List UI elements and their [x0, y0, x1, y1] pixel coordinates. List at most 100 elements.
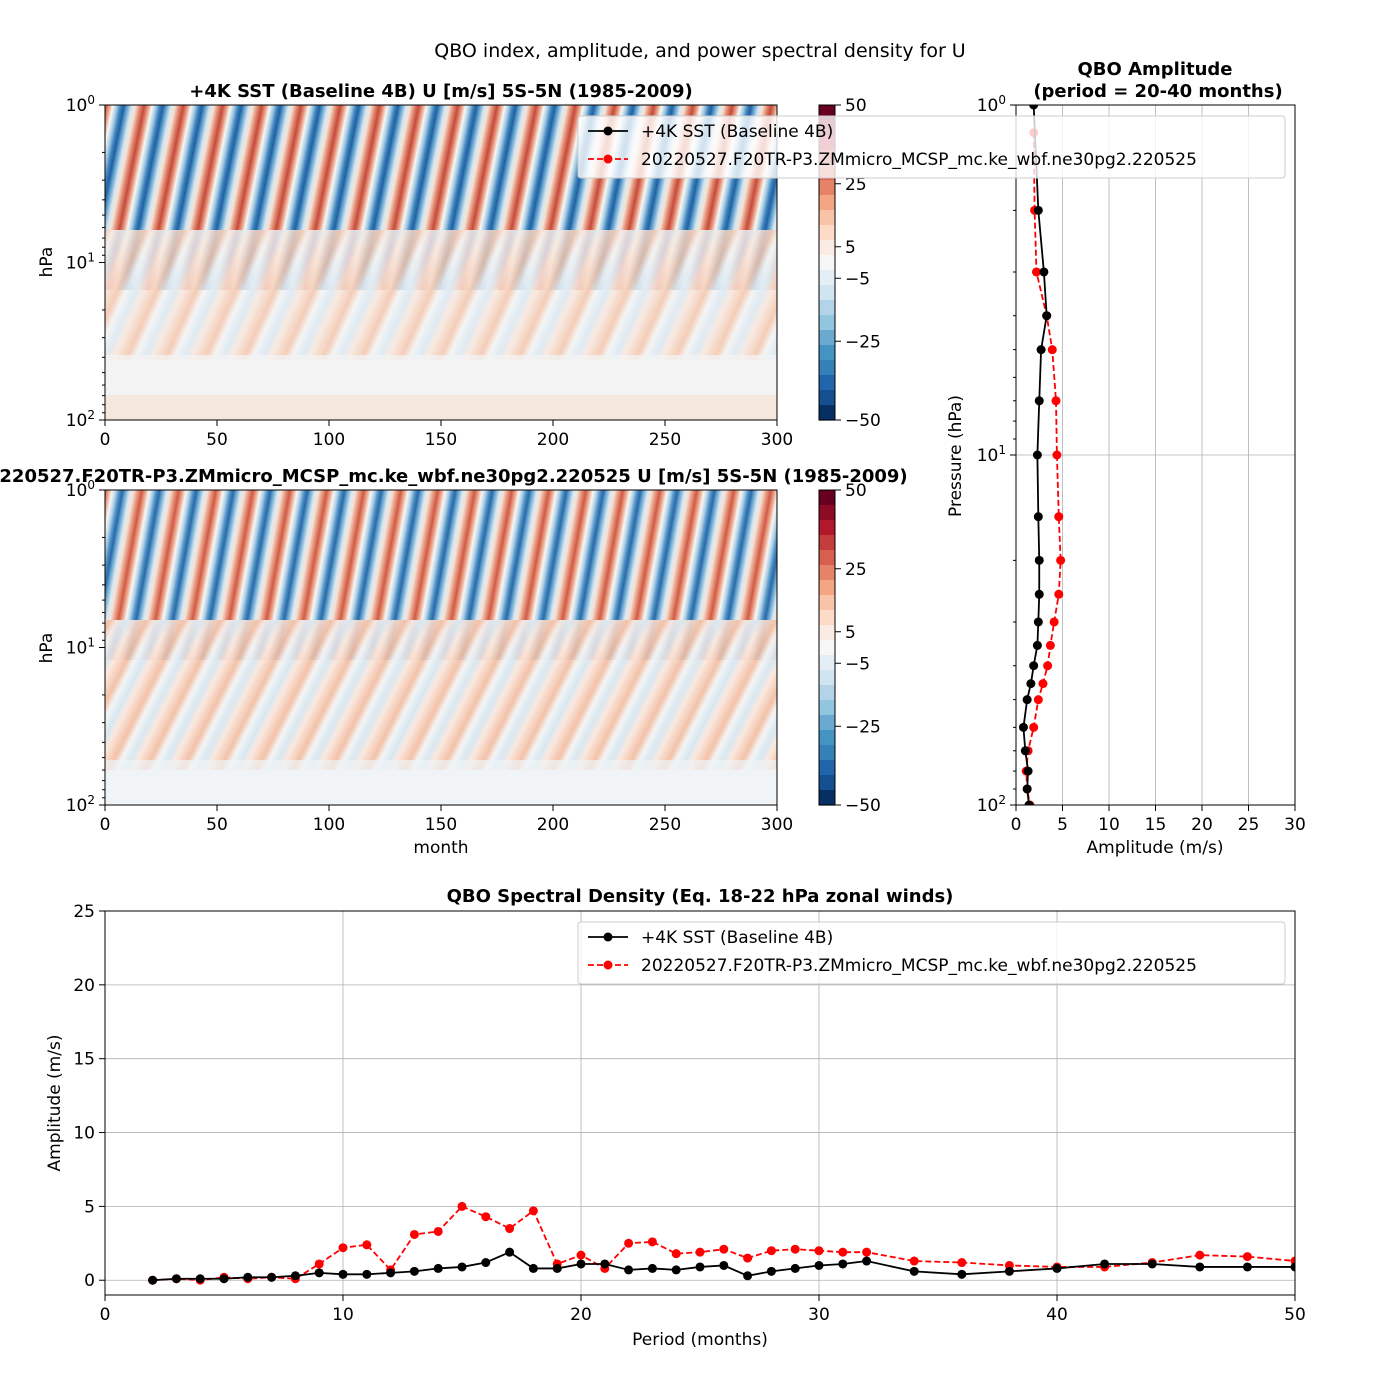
contour-test-mid-stripes — [105, 230, 777, 360]
contour-panel-ref: 20220527.F20TR-P3.ZMmicro_MCSP_mc.ke_wbf… — [0, 466, 908, 858]
colorbar-ref-level-10 — [819, 640, 835, 656]
spectral-legend: +4K SST (Baseline 4B) 20220527.F20TR-P3.… — [577, 921, 1286, 985]
amplitude-xtick-label-4: 20 — [1191, 815, 1213, 835]
spectral-series-0-point-15 — [505, 1247, 515, 1257]
top-legend-label-test: +4K SST (Baseline 4B) — [641, 122, 833, 142]
colorbar-test-level-15 — [819, 330, 835, 346]
spectral-series-0-point-9 — [362, 1269, 372, 1279]
spectral-series-0-point-1 — [171, 1274, 181, 1284]
spectral-legend-label-test: +4K SST (Baseline 4B) — [641, 928, 833, 948]
spectral-ytick-label-5: 25 — [73, 902, 95, 922]
colorbar-ref-level-3 — [819, 535, 835, 551]
spectral-xtick-label-0: 0 — [100, 1305, 111, 1325]
contour-ref-xtick-label-4: 200 — [537, 815, 569, 835]
spectral-series-1-point-38 — [1242, 1252, 1252, 1262]
colorbar-test-level-12 — [819, 285, 835, 301]
spectral-ytick-label-4: 20 — [73, 976, 95, 996]
colorbar-test-level-8 — [819, 225, 835, 241]
amplitude-series-1-point-15 — [1029, 722, 1039, 732]
colorbar-test-tick-label-4: −25 — [845, 332, 881, 352]
amplitude-ytick-label-0: 100 — [977, 93, 1006, 116]
contour-ref-xtick-label-0: 0 — [100, 815, 111, 835]
spectral-ytick-label-0: 0 — [84, 1271, 95, 1291]
contour-ref-ylabel: hPa — [37, 633, 57, 664]
colorbar-test-level-17 — [819, 360, 835, 376]
figure-suptitle: QBO index, amplitude, and power spectral… — [434, 40, 965, 62]
contour-test-xtick-label-2: 100 — [313, 430, 345, 450]
amplitude-series-1-point-2 — [1031, 267, 1041, 277]
spectral-series-0-point-17 — [552, 1263, 562, 1273]
colorbar-ref-frame — [818, 489, 836, 806]
spectral-series-0-point-29 — [838, 1259, 848, 1269]
spectral-ytick-label-3: 15 — [73, 1050, 95, 1070]
amplitude-series-1-point-4 — [1047, 345, 1057, 355]
amplitude-title-line1: QBO Amplitude — [1077, 59, 1232, 80]
colorbar-ref-level-18 — [819, 760, 835, 776]
colorbar-ref-level-8 — [819, 610, 835, 626]
colorbar-test-tick-label-5: −50 — [845, 411, 881, 431]
amplitude-xtick-label-6: 30 — [1284, 815, 1306, 835]
colorbar-ref-level-20 — [819, 790, 835, 806]
amplitude-series-0-point-2 — [1039, 267, 1049, 277]
colorbar-ref-tick-label-4: −25 — [845, 717, 881, 737]
spectral-series-0-point-16 — [528, 1263, 538, 1273]
contour-ref-xlabel: month — [413, 838, 468, 858]
colorbar-ref-level-12 — [819, 670, 835, 686]
contour-ref-xtick-label-5: 250 — [649, 815, 681, 835]
contour-ref-xtick-label-1: 50 — [206, 815, 228, 835]
colorbar-ref-tick-label-5: −50 — [845, 796, 881, 816]
spectral-ytick-label-2: 10 — [73, 1124, 95, 1144]
amplitude-series-1-point-12 — [1043, 661, 1053, 671]
amplitude-series-0-point-17 — [1023, 766, 1033, 776]
spectral-xtick-label-2: 20 — [570, 1305, 592, 1325]
contour-ref-xtick-label-6: 300 — [761, 815, 793, 835]
colorbar-test-level-9 — [819, 240, 835, 256]
contour-test-title: +4K SST (Baseline 4B) U [m/s] 5S-5N (198… — [189, 81, 692, 102]
colorbar-test-level-10 — [819, 255, 835, 271]
colorbar-test-tick-label-0: 50 — [845, 96, 867, 116]
colorbar-test-level-16 — [819, 345, 835, 361]
spectral-legend-marker-ref — [603, 960, 613, 970]
spectral-series-0-point-14 — [481, 1258, 491, 1268]
colorbar-ref-tick-label-2: 5 — [845, 623, 856, 643]
contour-test-xtick-label-3: 150 — [425, 430, 457, 450]
amplitude-series-1-point-14 — [1033, 695, 1043, 705]
spectral-series-1-point-30 — [862, 1247, 872, 1257]
spectral-series-1-point-16 — [528, 1206, 538, 1216]
colorbar-test-level-13 — [819, 300, 835, 316]
spectral-series-1-point-31 — [909, 1256, 919, 1266]
spectral-series-0-point-27 — [790, 1263, 800, 1273]
spectral-series-1-line — [152, 1205, 1295, 1282]
amplitude-ylabel: Pressure (hPa) — [946, 395, 966, 517]
colorbar-ref-level-17 — [819, 745, 835, 761]
amplitude-series-0-point-12 — [1029, 661, 1039, 671]
amplitude-xtick-label-2: 10 — [1098, 815, 1120, 835]
spectral-series-0-point-21 — [647, 1263, 657, 1273]
amplitude-series-0-point-11 — [1032, 640, 1042, 650]
spectral-series-1-point-14 — [481, 1212, 491, 1222]
contour-test-xtick-label-4: 200 — [537, 430, 569, 450]
spectral-series-1-point-11 — [409, 1229, 419, 1239]
spectral-series-0-point-8 — [338, 1269, 348, 1279]
spectral-series-0-point-37 — [1195, 1262, 1205, 1272]
amplitude-title-line2: (period = 20-40 months) — [1033, 81, 1282, 102]
colorbar-ref-level-5 — [819, 565, 835, 581]
amplitude-series-0-point-16 — [1020, 746, 1030, 756]
contour-ref-mid-stripes — [105, 620, 777, 770]
spectral-series-0-point-5 — [267, 1272, 277, 1282]
spectral-series-1-point-21 — [647, 1237, 657, 1247]
spectral-series-1-point-20 — [624, 1238, 634, 1248]
amplitude-series-1-point-6 — [1052, 450, 1062, 460]
amplitude-series-0-point-3 — [1042, 311, 1052, 321]
spectral-series-0-point-22 — [671, 1265, 681, 1275]
top-legend-label-ref: 20220527.F20TR-P3.ZMmicro_MCSP_mc.ke_wbf… — [641, 150, 1197, 170]
amplitude-series-0-point-18 — [1022, 784, 1032, 794]
spectral-series-1-point-23 — [695, 1247, 705, 1257]
spectral-series-1-point-15 — [505, 1224, 515, 1234]
spectral-legend-marker-test — [603, 932, 613, 942]
spectral-xtick-label-1: 10 — [332, 1305, 354, 1325]
contour-ref-xtick-label-3: 150 — [425, 815, 457, 835]
amplitude-series-0-point-6 — [1032, 450, 1042, 460]
colorbar-ref-level-7 — [819, 595, 835, 611]
spectral-ytick-label-1: 5 — [84, 1197, 95, 1217]
